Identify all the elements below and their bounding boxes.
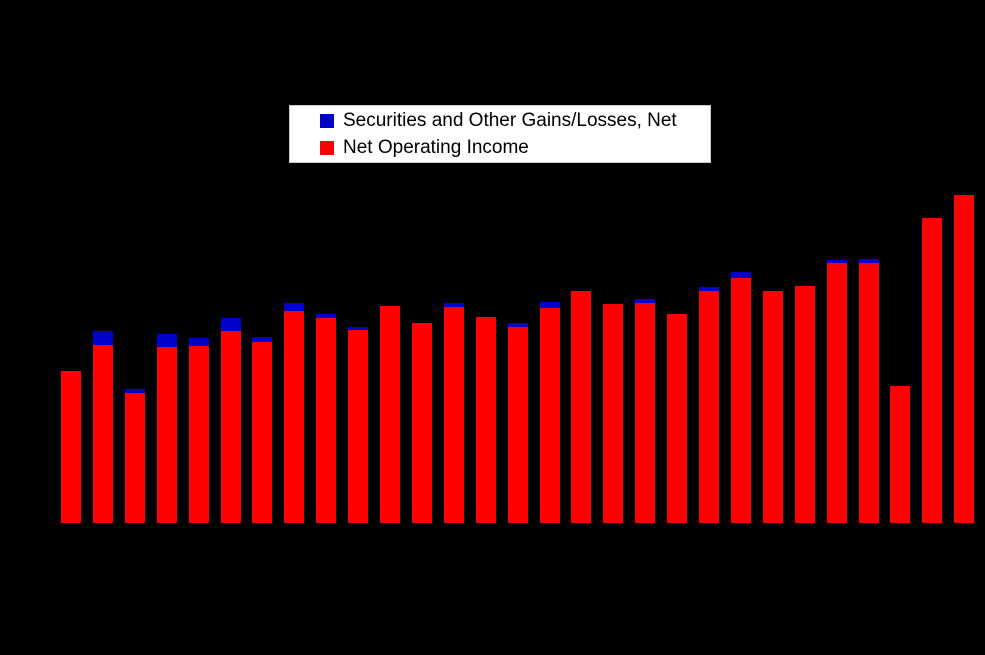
- stacked-bar: [61, 371, 81, 523]
- securities-gains-segment: [730, 272, 751, 278]
- stacked-bar: [252, 337, 273, 523]
- stacked-bar: [348, 327, 369, 523]
- net-operating-income-segment: [475, 317, 496, 523]
- net-operating-income-segment: [348, 330, 369, 523]
- stacked-bar: [380, 306, 400, 523]
- net-operating-income-segment: [762, 291, 783, 523]
- net-operating-income-segment: [380, 306, 400, 523]
- net-operating-income-segment: [316, 318, 337, 523]
- net-operating-income-segment: [635, 303, 656, 523]
- securities-gains-segment: [252, 337, 273, 342]
- legend-swatch-securities-icon: [320, 113, 334, 128]
- securities-gains-segment: [188, 338, 209, 346]
- securities-gains-segment: [284, 303, 305, 311]
- net-operating-income-segment: [890, 386, 911, 523]
- net-operating-income-segment: [699, 291, 719, 523]
- net-operating-income-segment: [730, 278, 751, 523]
- stacked-bar: [603, 304, 624, 523]
- securities-gains-segment: [124, 389, 145, 393]
- stacked-bar: [858, 259, 879, 523]
- net-operating-income-segment: [443, 307, 464, 523]
- stacked-bar: [316, 314, 337, 523]
- stacked-bar: [699, 287, 719, 523]
- net-operating-income-segment: [252, 342, 273, 523]
- legend-label-securities: Securities and Other Gains/Losses, Net: [343, 109, 677, 131]
- stacked-bar: [922, 218, 943, 523]
- stacked-bar: [156, 334, 177, 523]
- stacked-bar: [954, 195, 975, 523]
- legend-label-net-operating-income: Net Operating Income: [343, 136, 529, 158]
- net-operating-income-segment: [507, 327, 528, 523]
- stacked-bar: [411, 323, 432, 523]
- net-operating-income-segment: [667, 314, 688, 523]
- stacked-bar: [635, 299, 656, 523]
- legend-item-securities: Securities and Other Gains/Losses, Net: [320, 109, 710, 133]
- net-operating-income-segment: [411, 323, 432, 523]
- stacked-bar: [571, 291, 592, 523]
- net-operating-income-segment: [603, 304, 624, 523]
- stacked-bar: [188, 338, 209, 523]
- securities-gains-segment: [826, 260, 847, 263]
- stacked-bar: [507, 323, 528, 523]
- securities-gains-segment: [316, 314, 337, 318]
- securities-gains-segment: [635, 299, 656, 303]
- net-operating-income-segment: [794, 286, 815, 523]
- securities-gains-segment: [348, 327, 369, 330]
- net-operating-income-segment: [61, 371, 81, 523]
- net-operating-income-segment: [220, 331, 241, 523]
- stacked-bar: [762, 291, 783, 523]
- legend: Securities and Other Gains/Losses, Net N…: [289, 105, 711, 163]
- stacked-bar: [890, 386, 911, 523]
- stacked-bar: [284, 303, 305, 523]
- stacked-bar: [124, 389, 145, 523]
- securities-gains-segment: [156, 334, 177, 347]
- net-operating-income-segment: [92, 345, 113, 523]
- legend-swatch-net-operating-income-icon: [320, 140, 334, 155]
- net-operating-income-segment: [858, 263, 879, 523]
- net-operating-income-segment: [188, 346, 209, 523]
- stacked-bar: [220, 318, 241, 523]
- stacked-bar: [539, 302, 560, 523]
- stacked-bar: [443, 303, 464, 523]
- net-operating-income-segment: [539, 308, 560, 523]
- stacked-bar: [92, 331, 113, 523]
- net-operating-income-segment: [826, 263, 847, 523]
- net-operating-income-segment: [571, 291, 592, 523]
- net-operating-income-segment: [284, 311, 305, 523]
- stacked-bar: [794, 286, 815, 523]
- net-operating-income-segment: [156, 347, 177, 523]
- securities-gains-segment: [699, 287, 719, 291]
- net-operating-income-segment: [954, 195, 975, 523]
- stacked-bar: [730, 272, 751, 523]
- net-operating-income-segment: [124, 393, 145, 523]
- securities-gains-segment: [443, 303, 464, 307]
- stacked-bar: [667, 314, 688, 523]
- securities-gains-segment: [539, 302, 560, 308]
- stacked-bar: [826, 260, 847, 523]
- securities-gains-segment: [92, 331, 113, 345]
- net-operating-income-segment: [922, 218, 943, 523]
- securities-gains-segment: [858, 259, 879, 263]
- securities-gains-segment: [507, 323, 528, 327]
- stacked-bar: [475, 317, 496, 523]
- securities-gains-segment: [220, 318, 241, 331]
- legend-item-net-operating-income: Net Operating Income: [320, 136, 710, 160]
